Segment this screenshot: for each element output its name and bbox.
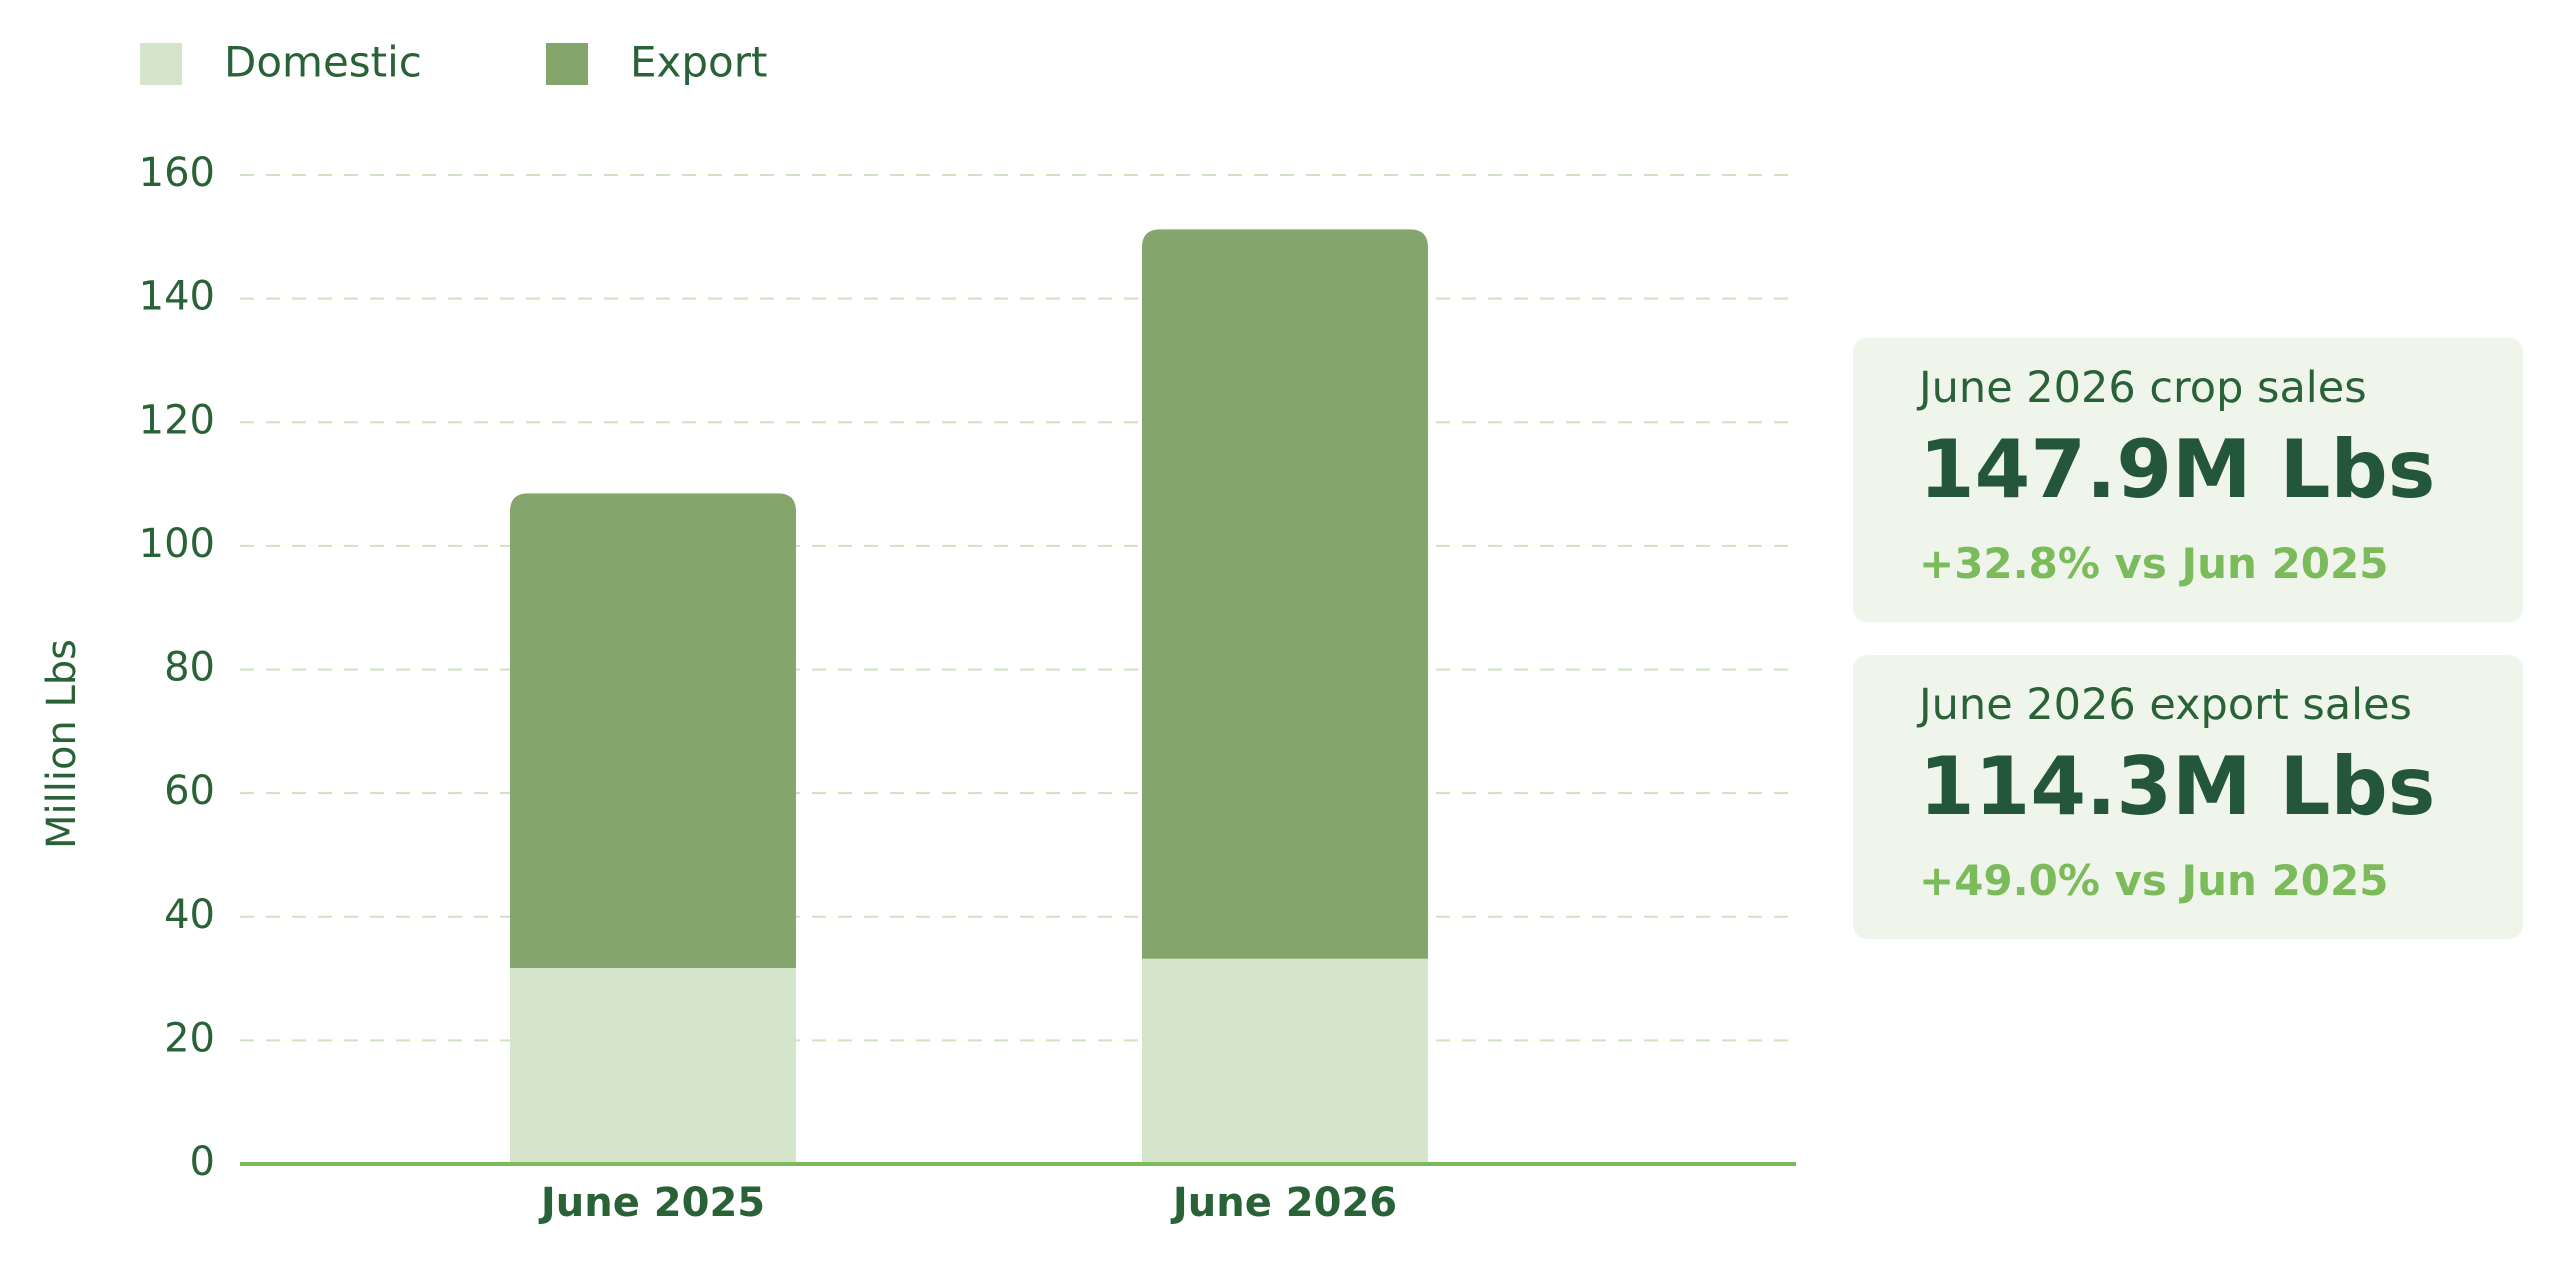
y-tick-label: 20	[164, 1015, 215, 1061]
bar-segment	[1142, 958, 1428, 1164]
chart: Million Lbs 0 20 40 60 80 100 120 140 160 Domesti…	[39, 38, 1796, 1226]
card-value: 114.3M Lbs	[1919, 740, 2436, 833]
stat-card: June 2026 crop sales 147.9M Lbs +32.8% v…	[1853, 338, 2523, 622]
y-tick-label: 80	[164, 645, 215, 691]
bar-segment	[510, 493, 796, 969]
y-tick-label: 140	[139, 274, 215, 320]
y-tick-label: 160	[139, 150, 215, 196]
x-tick-label: June 2025	[538, 1180, 765, 1226]
card-value: 147.9M Lbs	[1919, 423, 2436, 516]
legend-label: Export	[630, 38, 767, 87]
x-tick-label: June 2026	[1170, 1180, 1397, 1226]
y-tick-label: 40	[164, 892, 215, 938]
card-title: June 2026 crop sales	[1919, 363, 2367, 413]
y-tick-label: 0	[190, 1139, 215, 1185]
bar-segment	[510, 968, 796, 1164]
card-change: +32.8% vs Jun 2025	[1919, 539, 2389, 588]
y-axis-label: Million Lbs	[39, 639, 85, 849]
card-title: June 2026 export sales	[1919, 680, 2412, 730]
legend-label: Domestic	[224, 38, 422, 87]
legend-swatch	[546, 43, 588, 85]
legend-swatch	[140, 43, 182, 85]
y-tick-label: 100	[139, 521, 215, 567]
y-tick-label: 120	[139, 397, 215, 443]
stat-card: June 2026 export sales 114.3M Lbs +49.0%…	[1853, 655, 2523, 939]
y-tick-label: 60	[164, 768, 215, 814]
card-change: +49.0% vs Jun 2025	[1919, 856, 2389, 905]
bar-segment	[1142, 229, 1428, 959]
